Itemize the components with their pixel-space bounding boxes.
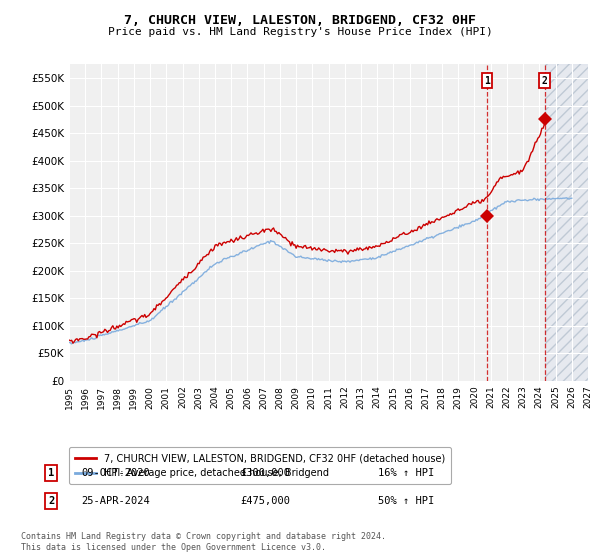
Text: 25-APR-2024: 25-APR-2024	[81, 496, 150, 506]
Text: 50% ↑ HPI: 50% ↑ HPI	[378, 496, 434, 506]
Text: Price paid vs. HM Land Registry's House Price Index (HPI): Price paid vs. HM Land Registry's House …	[107, 27, 493, 37]
Text: 7, CHURCH VIEW, LALESTON, BRIDGEND, CF32 0HF: 7, CHURCH VIEW, LALESTON, BRIDGEND, CF32…	[124, 14, 476, 27]
Text: 1: 1	[48, 468, 54, 478]
Legend: 7, CHURCH VIEW, LALESTON, BRIDGEND, CF32 0HF (detached house), HPI: Average pric: 7, CHURCH VIEW, LALESTON, BRIDGEND, CF32…	[68, 447, 451, 484]
Text: 2: 2	[48, 496, 54, 506]
Bar	[545, 64, 588, 381]
Bar	[545, 64, 588, 381]
Text: 2: 2	[542, 76, 547, 86]
Text: 16% ↑ HPI: 16% ↑ HPI	[378, 468, 434, 478]
Text: £300,000: £300,000	[240, 468, 290, 478]
Text: 09-OCT-2020: 09-OCT-2020	[81, 468, 150, 478]
Text: £475,000: £475,000	[240, 496, 290, 506]
Text: 1: 1	[484, 76, 490, 86]
Text: Contains HM Land Registry data © Crown copyright and database right 2024.
This d: Contains HM Land Registry data © Crown c…	[21, 532, 386, 552]
